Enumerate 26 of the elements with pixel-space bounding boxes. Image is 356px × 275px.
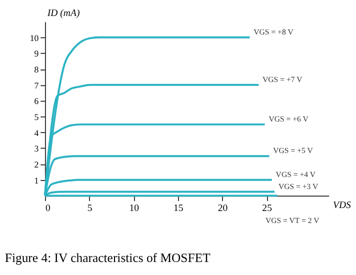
y-tick-label: 8 (34, 64, 40, 74)
y-tick-label: 3 (34, 144, 40, 154)
y-axis-title: ID (mA) (46, 8, 80, 20)
x-tick-label: 25 (262, 202, 272, 214)
x-axis-title: VDS (333, 200, 352, 211)
series-label: VGS = +7 V (262, 74, 303, 84)
series-label: VGS = +3 V (278, 182, 319, 191)
y-tick-label: 7 (34, 80, 40, 90)
text: Figure 4: IV characteristics of MOSFET (4, 251, 211, 266)
x-tick-label: 0 (45, 202, 50, 214)
y-tick-label: 2 (34, 159, 39, 170)
y-tick-label: 1 (34, 175, 39, 186)
x-tick-label: 15 (174, 202, 184, 214)
series-label: VGS = +4 V (276, 170, 316, 179)
text: VGS = VT = 2 V (265, 216, 320, 226)
x-tick-label: 5 (87, 202, 92, 214)
series-label: VGS = +8 V (254, 27, 294, 36)
x-tick-label: 10 (129, 202, 140, 214)
y-tick-label: 9 (34, 48, 40, 59)
x-tick-label: 20 (218, 202, 228, 214)
series-label: VGS = +6 V (268, 114, 309, 124)
y-tick-label: 6 (34, 96, 40, 106)
y-tick-label: 5 (34, 112, 40, 122)
series-label: VGS = +5 V (273, 146, 314, 156)
y-tick-label: 4 (34, 128, 40, 138)
y-tick-label: 10 (30, 32, 40, 43)
